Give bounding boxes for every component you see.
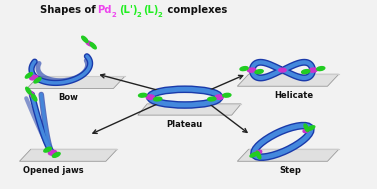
Polygon shape [27,77,125,88]
Ellipse shape [82,36,88,43]
Ellipse shape [302,70,310,74]
Ellipse shape [255,70,263,74]
Polygon shape [238,74,339,86]
Ellipse shape [34,77,41,83]
Text: complexes: complexes [164,5,227,15]
Ellipse shape [304,124,309,132]
Text: Step: Step [279,166,301,175]
Text: Bow: Bow [58,93,78,102]
Ellipse shape [317,67,325,70]
Ellipse shape [48,150,57,155]
Ellipse shape [90,43,96,49]
Ellipse shape [215,95,224,99]
Ellipse shape [279,68,286,72]
Ellipse shape [208,97,216,101]
Ellipse shape [86,41,93,46]
Ellipse shape [250,152,257,157]
Ellipse shape [307,126,315,130]
Ellipse shape [30,75,38,80]
Ellipse shape [139,93,147,97]
Ellipse shape [146,95,154,99]
Text: (L): (L) [143,5,158,15]
Ellipse shape [31,94,37,101]
Text: 2: 2 [157,12,162,18]
Text: 2: 2 [137,12,141,18]
Ellipse shape [52,153,60,157]
Polygon shape [238,149,339,161]
Polygon shape [138,104,241,115]
Text: Plateau: Plateau [167,120,203,129]
Polygon shape [20,149,117,161]
Text: Shapes of: Shapes of [40,5,100,15]
Text: (L'): (L') [119,5,137,15]
Ellipse shape [254,150,262,155]
Text: Opened jaws: Opened jaws [23,166,84,175]
Ellipse shape [309,68,317,72]
Ellipse shape [25,73,32,78]
Ellipse shape [44,147,52,152]
Text: 2: 2 [112,12,116,18]
Text: Pd: Pd [97,5,112,15]
Ellipse shape [223,93,231,97]
Text: Helicate: Helicate [274,91,313,100]
Ellipse shape [256,151,261,159]
Ellipse shape [153,97,162,101]
Ellipse shape [303,127,311,132]
Ellipse shape [29,91,34,98]
Ellipse shape [26,87,31,94]
Ellipse shape [240,67,248,70]
Ellipse shape [247,68,256,72]
